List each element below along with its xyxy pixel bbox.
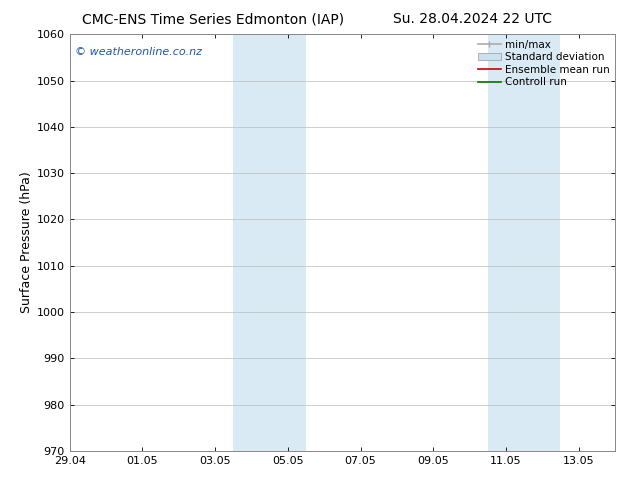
Text: Su. 28.04.2024 22 UTC: Su. 28.04.2024 22 UTC xyxy=(392,12,552,26)
Bar xyxy=(488,34,560,451)
Text: CMC-ENS Time Series Edmonton (IAP): CMC-ENS Time Series Edmonton (IAP) xyxy=(82,12,344,26)
Legend: min/max, Standard deviation, Ensemble mean run, Controll run: min/max, Standard deviation, Ensemble me… xyxy=(475,36,613,91)
Y-axis label: Surface Pressure (hPa): Surface Pressure (hPa) xyxy=(20,172,32,314)
Text: © weatheronline.co.nz: © weatheronline.co.nz xyxy=(75,47,202,57)
Bar xyxy=(233,34,306,451)
